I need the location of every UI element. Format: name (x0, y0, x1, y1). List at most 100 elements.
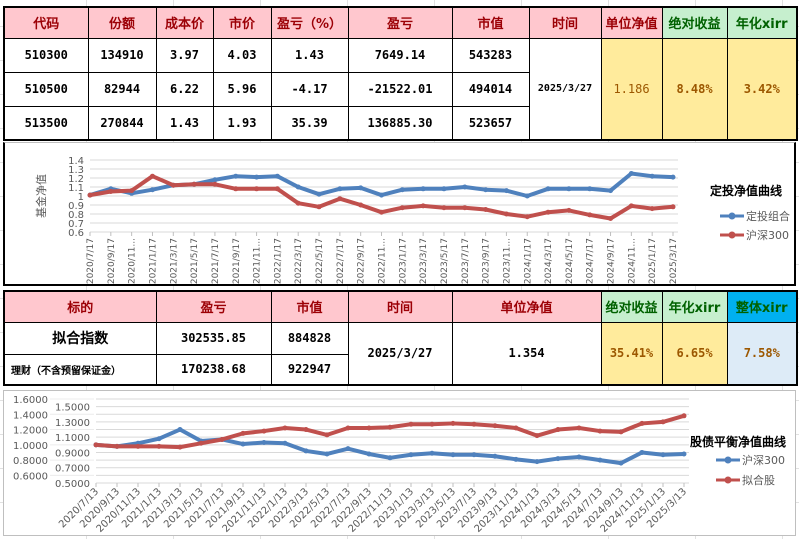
x-tick-label: 2024/9/17 (607, 238, 617, 284)
data-point (597, 428, 603, 434)
abs-return-cell[interactable]: 35.41% (600, 321, 663, 386)
header-abs-return: 绝对收益 (600, 290, 663, 323)
cell[interactable]: 35.39 (270, 105, 349, 141)
nav-cell[interactable]: 1.354 (451, 321, 602, 386)
data-point (639, 449, 645, 455)
data-point (93, 442, 99, 448)
data-point (135, 443, 141, 449)
legend-label: 定投组合 (746, 209, 790, 223)
cell[interactable]: 1.43 (155, 105, 214, 141)
header-xirr: 年化xirr (661, 290, 728, 323)
y-tick-label: 1.1000 (55, 433, 90, 444)
cell[interactable]: 543283 (451, 37, 530, 73)
data-point (177, 427, 183, 433)
legend-marker (724, 456, 732, 464)
cell[interactable]: 理财（不含预留保证金） (3, 353, 157, 386)
nav-cell[interactable]: 1.186 (600, 37, 663, 141)
cell[interactable]: 494014 (451, 71, 530, 107)
y-tick-label: 1.6000 (13, 395, 48, 406)
cell[interactable]: 6.22 (155, 71, 214, 107)
xirr-cell[interactable]: 3.42% (726, 37, 798, 141)
cell[interactable]: 270844 (87, 105, 157, 141)
data-point (274, 186, 280, 192)
cell[interactable]: 884828 (270, 321, 349, 355)
cell[interactable]: 拟合指数 (3, 321, 157, 355)
cell[interactable]: 523657 (451, 105, 530, 141)
y-tick-label: 1.2000 (13, 426, 48, 437)
x-tick-label: 2025/3/17 (669, 238, 679, 284)
x-tick-label: 2022/11... (378, 238, 388, 284)
data-point (108, 189, 114, 194)
cell[interactable]: 510500 (3, 71, 89, 107)
cell[interactable]: 922947 (270, 353, 349, 386)
header-target: 标的 (3, 290, 157, 323)
cell[interactable]: 1.93 (212, 105, 272, 141)
data-point (566, 186, 572, 192)
data-point (483, 207, 489, 212)
cell[interactable]: -21522.01 (347, 71, 453, 107)
cell[interactable]: 513500 (3, 105, 89, 141)
cell[interactable]: 1.43 (270, 37, 349, 73)
data-point (608, 216, 614, 221)
data-point (191, 181, 197, 187)
x-tick-label: 2021/1/17 (148, 238, 158, 284)
y-tick-label: 1 (78, 192, 84, 203)
overall-xirr-cell[interactable]: 7.58% (726, 321, 798, 386)
header-time: 时间 (528, 6, 602, 39)
data-point (345, 446, 351, 452)
x-tick-label: 2022/9/17 (357, 238, 367, 284)
cell[interactable]: 7649.14 (347, 37, 453, 73)
xirr-cell[interactable]: 6.65% (661, 321, 728, 386)
cell[interactable]: 510300 (3, 37, 89, 73)
abs-return-cell[interactable]: 8.48% (661, 37, 728, 141)
x-tick-label: 2024/3/17 (544, 238, 554, 284)
dca-nav-chart[interactable]: 0.6 0.7 0.8 0.9 1 1.1 1.2 1.3 1.4 2020/7/17 2020/9… (3, 142, 796, 286)
data-point (545, 186, 551, 192)
x-tick-label: 2022/5/17 (315, 238, 325, 284)
data-point (303, 448, 309, 454)
cell[interactable]: 302535.85 (155, 321, 272, 355)
data-point (316, 204, 322, 210)
cell[interactable]: 170238.68 (155, 353, 272, 386)
cell[interactable]: 5.96 (212, 71, 272, 107)
time-cell[interactable]: 2025/3/27 (528, 37, 602, 141)
data-point (524, 193, 530, 199)
data-point (129, 188, 135, 194)
y-tick-label: 1.3000 (55, 418, 90, 429)
data-point (114, 443, 120, 449)
data-point (471, 421, 477, 427)
y-tick-label: 1.1 (68, 183, 84, 194)
x-tick-label: 2020/11... (128, 238, 138, 284)
x-tick-label: 2023/5/17 (440, 238, 450, 284)
data-point (483, 187, 489, 193)
x-tick-label: 2024/5/17 (565, 238, 575, 284)
data-point (240, 430, 246, 436)
data-point (408, 421, 414, 427)
header-pnl-pct: 盈亏（%） (270, 6, 349, 39)
data-point (670, 204, 676, 210)
legend-marker (728, 212, 736, 220)
cell[interactable]: 134910 (87, 37, 157, 73)
cell[interactable]: -4.17 (270, 71, 349, 107)
legend-label: 拟合股 (742, 473, 775, 487)
cell[interactable]: 3.97 (155, 37, 214, 73)
data-point (555, 427, 561, 433)
holdings-table: 代码 份额 成本价 市价 盈亏（%） 盈亏 市值 时间 单位净值 绝对收益 年化… (3, 6, 798, 141)
balanced-nav-chart[interactable]: 0.5000 0.6000 0.7000 0.8000 0.9000 1.0000 1.10… (3, 390, 796, 536)
cell[interactable]: 82944 (87, 71, 157, 107)
x-tick-label: 2025/1/17 (648, 238, 658, 284)
data-point (441, 205, 447, 211)
time-cell[interactable]: 2025/3/27 (347, 321, 453, 386)
header-value: 市值 (270, 290, 349, 323)
data-point (681, 413, 687, 419)
table-row: 513500 270844 1.43 1.93 35.39 136885.30 … (3, 105, 797, 141)
y-tick-label: 0.7000 (55, 464, 90, 475)
chart-title: 股债平衡净值曲线 (690, 434, 786, 449)
cell[interactable]: 4.03 (212, 37, 272, 73)
data-point (366, 425, 372, 431)
data-point (399, 187, 405, 193)
cell[interactable]: 136885.30 (347, 105, 453, 141)
data-point (387, 424, 393, 430)
header-nav: 单位净值 (600, 6, 663, 39)
x-tick-label: 2023/9/17 (482, 238, 492, 284)
